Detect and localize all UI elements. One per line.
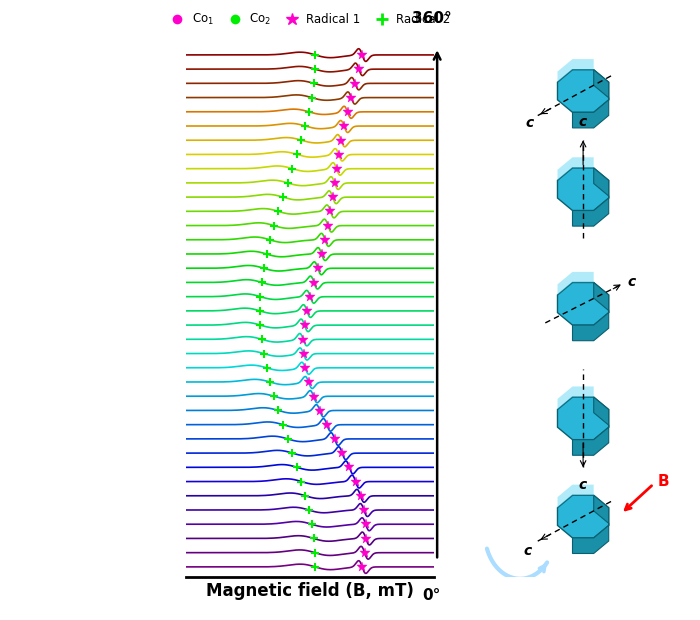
Polygon shape xyxy=(557,283,609,325)
Polygon shape xyxy=(557,59,594,100)
Text: 360°: 360° xyxy=(412,11,452,25)
Text: $\bfit{c}$: $\bfit{c}$ xyxy=(578,479,588,492)
Text: 0°: 0° xyxy=(423,588,441,603)
Text: $\mathbf{B}$: $\mathbf{B}$ xyxy=(657,473,670,489)
Text: $\bfit{c}$: $\bfit{c}$ xyxy=(523,544,533,558)
Polygon shape xyxy=(573,69,609,128)
Legend: Co$_1$, Co$_2$, Radical 1, Radical 2: Co$_1$, Co$_2$, Radical 1, Radical 2 xyxy=(166,12,450,27)
Text: $\bfit{c}$: $\bfit{c}$ xyxy=(578,115,588,129)
Polygon shape xyxy=(557,495,609,538)
Polygon shape xyxy=(557,397,609,440)
X-axis label: Magnetic field (B, mT): Magnetic field (B, mT) xyxy=(206,582,414,600)
Polygon shape xyxy=(557,485,594,525)
Polygon shape xyxy=(573,397,609,455)
Polygon shape xyxy=(573,168,609,226)
Polygon shape xyxy=(557,272,594,312)
Polygon shape xyxy=(557,157,594,198)
Text: $\bfit{c}$: $\bfit{c}$ xyxy=(627,275,637,289)
Polygon shape xyxy=(557,168,609,211)
Polygon shape xyxy=(573,495,609,554)
Polygon shape xyxy=(557,69,609,112)
Text: $\bfit{c}$: $\bfit{c}$ xyxy=(525,115,536,130)
Polygon shape xyxy=(557,386,594,427)
Polygon shape xyxy=(573,283,609,341)
